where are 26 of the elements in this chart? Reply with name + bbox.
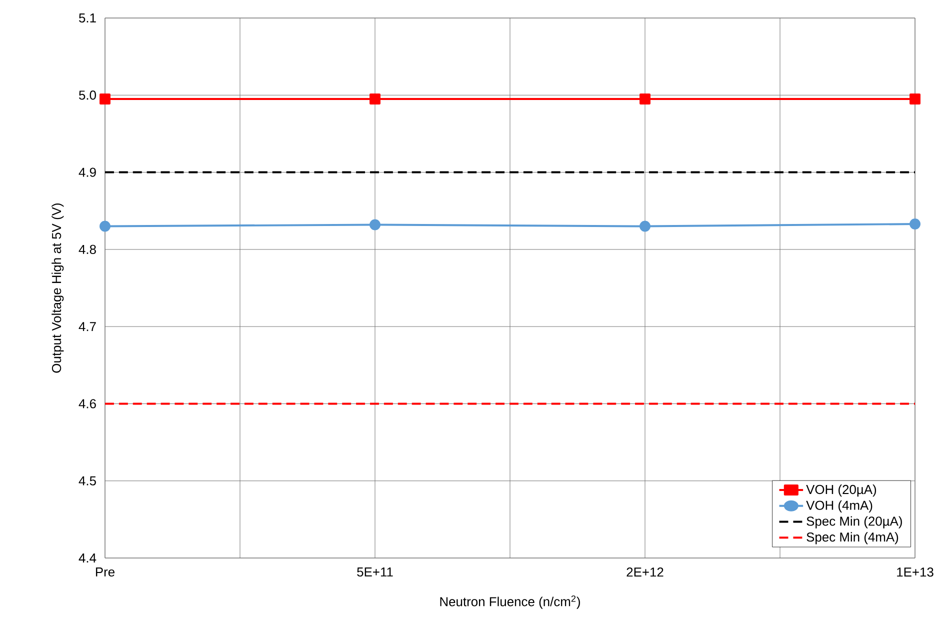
- point: [910, 218, 920, 230]
- point: [640, 220, 650, 232]
- legend-label: VOH (20µA): [806, 484, 876, 497]
- y-tick-label: 4.7: [78, 322, 96, 332]
- y-tick-label: 5.1: [79, 13, 96, 23]
- x-tick-label: 5E+11: [357, 568, 393, 577]
- point: [100, 220, 110, 232]
- legend-label: Spec Min (4mA): [806, 532, 898, 544]
- point: [370, 94, 380, 104]
- y-tick-label: 4.9: [78, 168, 96, 177]
- x-tick-label: 2E+12: [626, 567, 664, 577]
- x-tick-label: 1E+13: [897, 567, 934, 577]
- y-tick-label: 4.5: [78, 476, 96, 486]
- legend-label: Spec Min (20µA): [806, 516, 902, 528]
- point: [100, 94, 110, 104]
- point: [370, 219, 380, 230]
- x-tick-label: Pre: [96, 568, 114, 577]
- point: [910, 94, 920, 104]
- x-axis-title: Neutron Fluence (n/cm$^{2}$): [440, 595, 580, 609]
- legend-label: VOH (4mA): [806, 500, 872, 512]
- y-tick-label: 4.4: [78, 554, 96, 562]
- point: [640, 94, 650, 104]
- y-tick-label: 5.0: [79, 90, 96, 100]
- y-tick-label: 4.6: [78, 399, 96, 408]
- y-tick-label: 4.8: [78, 244, 96, 254]
- y-axis-title: Output Voltage High at 5V (V): [52, 204, 64, 373]
